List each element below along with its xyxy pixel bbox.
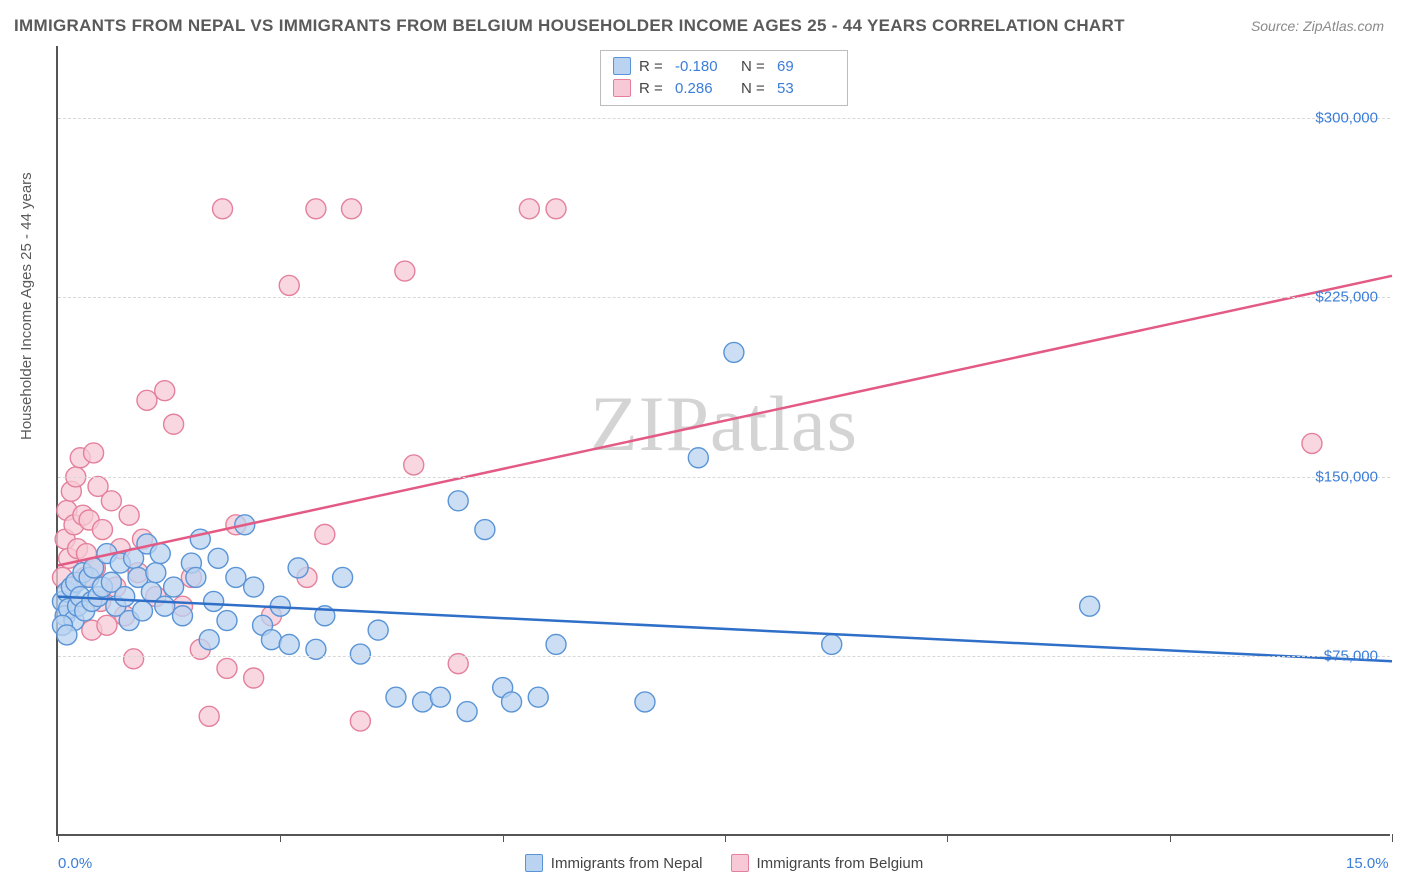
- data-point: [448, 491, 468, 511]
- y-tick-label: $300,000: [1315, 109, 1378, 126]
- y-tick-label: $75,000: [1324, 648, 1378, 665]
- chart-title: IMMIGRANTS FROM NEPAL VS IMMIGRANTS FROM…: [14, 16, 1125, 36]
- source-attribution: Source: ZipAtlas.com: [1251, 18, 1384, 34]
- legend-item-belgium: Immigrants from Belgium: [731, 854, 924, 872]
- gridline: [58, 118, 1390, 119]
- x-tick: [947, 834, 948, 842]
- data-point: [199, 630, 219, 650]
- data-point: [413, 692, 433, 712]
- data-point: [217, 611, 237, 631]
- data-point: [208, 548, 228, 568]
- legend-item-nepal: Immigrants from Nepal: [525, 854, 703, 872]
- data-point: [137, 390, 157, 410]
- data-point: [101, 491, 121, 511]
- legend-label: Immigrants from Nepal: [551, 855, 703, 872]
- x-tick: [280, 834, 281, 842]
- data-point: [1302, 433, 1322, 453]
- data-point: [475, 520, 495, 540]
- x-tick: [58, 834, 59, 842]
- data-point: [97, 615, 117, 635]
- data-point: [204, 591, 224, 611]
- data-point: [502, 692, 522, 712]
- data-point: [155, 596, 175, 616]
- data-point: [350, 644, 370, 664]
- gridline: [58, 656, 1390, 657]
- x-tick: [503, 834, 504, 842]
- y-tick-label: $225,000: [1315, 289, 1378, 306]
- data-point: [1080, 596, 1100, 616]
- data-point: [546, 634, 566, 654]
- data-point: [164, 577, 184, 597]
- data-point: [226, 567, 246, 587]
- data-point: [119, 505, 139, 525]
- plot-area: ZIPatlas R = -0.180 N = 69 R = 0.286 N =…: [56, 46, 1390, 836]
- y-axis-label: Householder Income Ages 25 - 44 years: [18, 172, 35, 440]
- gridline: [58, 297, 1390, 298]
- data-point: [350, 711, 370, 731]
- x-tick-label: 0.0%: [58, 855, 92, 872]
- swatch-nepal: [525, 854, 543, 872]
- data-point: [333, 567, 353, 587]
- gridline: [58, 477, 1390, 478]
- data-point: [635, 692, 655, 712]
- data-point: [688, 448, 708, 468]
- data-point: [724, 342, 744, 362]
- x-tick: [725, 834, 726, 842]
- y-tick-label: $150,000: [1315, 468, 1378, 485]
- data-point: [115, 587, 135, 607]
- data-point: [430, 687, 450, 707]
- data-point: [822, 634, 842, 654]
- data-point: [279, 634, 299, 654]
- x-tick: [1170, 834, 1171, 842]
- x-tick-label: 15.0%: [1346, 855, 1389, 872]
- data-point: [186, 567, 206, 587]
- data-point: [92, 520, 112, 540]
- trend-line: [58, 276, 1392, 566]
- data-point: [213, 199, 233, 219]
- data-point: [84, 443, 104, 463]
- data-point: [173, 606, 193, 626]
- data-point: [528, 687, 548, 707]
- series-legend: Immigrants from Nepal Immigrants from Be…: [58, 854, 1390, 872]
- data-point: [150, 544, 170, 564]
- data-point: [457, 702, 477, 722]
- data-point: [124, 649, 144, 669]
- data-point: [315, 524, 335, 544]
- x-tick: [1392, 834, 1393, 842]
- data-point: [164, 414, 184, 434]
- data-point: [132, 601, 152, 621]
- data-point: [57, 625, 77, 645]
- data-point: [404, 455, 424, 475]
- data-point: [155, 381, 175, 401]
- data-point: [368, 620, 388, 640]
- data-point: [217, 658, 237, 678]
- legend-label: Immigrants from Belgium: [757, 855, 924, 872]
- data-point: [261, 630, 281, 650]
- data-point: [146, 563, 166, 583]
- data-point: [519, 199, 539, 219]
- data-point: [199, 706, 219, 726]
- data-point: [306, 199, 326, 219]
- swatch-belgium: [731, 854, 749, 872]
- data-point: [279, 275, 299, 295]
- data-point: [244, 577, 264, 597]
- data-point: [546, 199, 566, 219]
- scatter-svg: [58, 46, 1390, 834]
- data-point: [288, 558, 308, 578]
- data-point: [244, 668, 264, 688]
- data-point: [395, 261, 415, 281]
- data-point: [341, 199, 361, 219]
- data-point: [386, 687, 406, 707]
